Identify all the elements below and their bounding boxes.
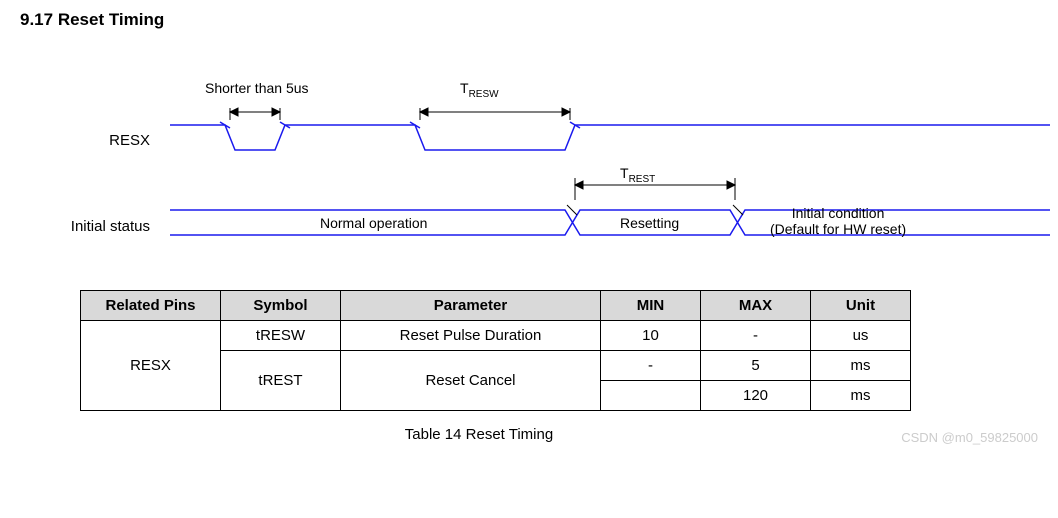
label-trest: TREST xyxy=(620,165,655,185)
label-resetting: Resetting xyxy=(620,215,679,231)
row-label-resx: RESX xyxy=(30,132,150,149)
table-header-row: Related Pins Symbol Parameter MIN MAX Un… xyxy=(81,291,911,321)
cell-unit: ms xyxy=(811,351,911,381)
section-title: 9.17 Reset Timing xyxy=(20,10,1038,30)
cell-unit: us xyxy=(811,321,911,351)
label-normal-op: Normal operation xyxy=(320,215,427,231)
watermark: CSDN @m0_59825000 xyxy=(901,430,1038,445)
initial-cond-l2: (Default for HW reset) xyxy=(770,221,906,237)
trest-t: T xyxy=(620,165,629,181)
cell-max: 5 xyxy=(701,351,811,381)
timing-table-wrap: Related Pins Symbol Parameter MIN MAX Un… xyxy=(80,290,1038,411)
table-row: RESX tRESW Reset Pulse Duration 10 - us xyxy=(81,321,911,351)
timing-diagram: RESX Initial status xyxy=(30,70,1038,270)
th-param: Parameter xyxy=(341,291,601,321)
trest-sub: REST xyxy=(629,174,656,185)
cell-param: Reset Cancel xyxy=(341,351,601,411)
label-tresw: TRESW xyxy=(460,80,499,100)
th-max: MAX xyxy=(701,291,811,321)
th-unit: Unit xyxy=(811,291,911,321)
timing-table: Related Pins Symbol Parameter MIN MAX Un… xyxy=(80,290,911,411)
cell-unit: ms xyxy=(811,381,911,411)
cell-min: - xyxy=(601,351,701,381)
section-number: 9.17 xyxy=(20,10,53,29)
cell-max: 120 xyxy=(701,381,811,411)
initial-cond-l1: Initial condition xyxy=(770,205,906,221)
cell-symbol: tREST xyxy=(221,351,341,411)
label-initial-cond: Initial condition (Default for HW reset) xyxy=(770,205,906,237)
cell-param: Reset Pulse Duration xyxy=(341,321,601,351)
tresw-sub: RESW xyxy=(469,89,499,100)
cell-min xyxy=(601,381,701,411)
tresw-t: T xyxy=(460,80,469,96)
cell-symbol: tRESW xyxy=(221,321,341,351)
th-pins: Related Pins xyxy=(81,291,221,321)
timing-svg xyxy=(170,70,1050,270)
cell-min: 10 xyxy=(601,321,701,351)
cell-max: - xyxy=(701,321,811,351)
th-symbol: Symbol xyxy=(221,291,341,321)
th-min: MIN xyxy=(601,291,701,321)
section-title-text: Reset Timing xyxy=(58,10,164,29)
row-label-initial-status: Initial status xyxy=(30,218,150,235)
cell-pin: RESX xyxy=(81,321,221,411)
table-caption: Table 14 Reset Timing xyxy=(20,426,1038,443)
label-shorter-than: Shorter than 5us xyxy=(205,80,309,96)
